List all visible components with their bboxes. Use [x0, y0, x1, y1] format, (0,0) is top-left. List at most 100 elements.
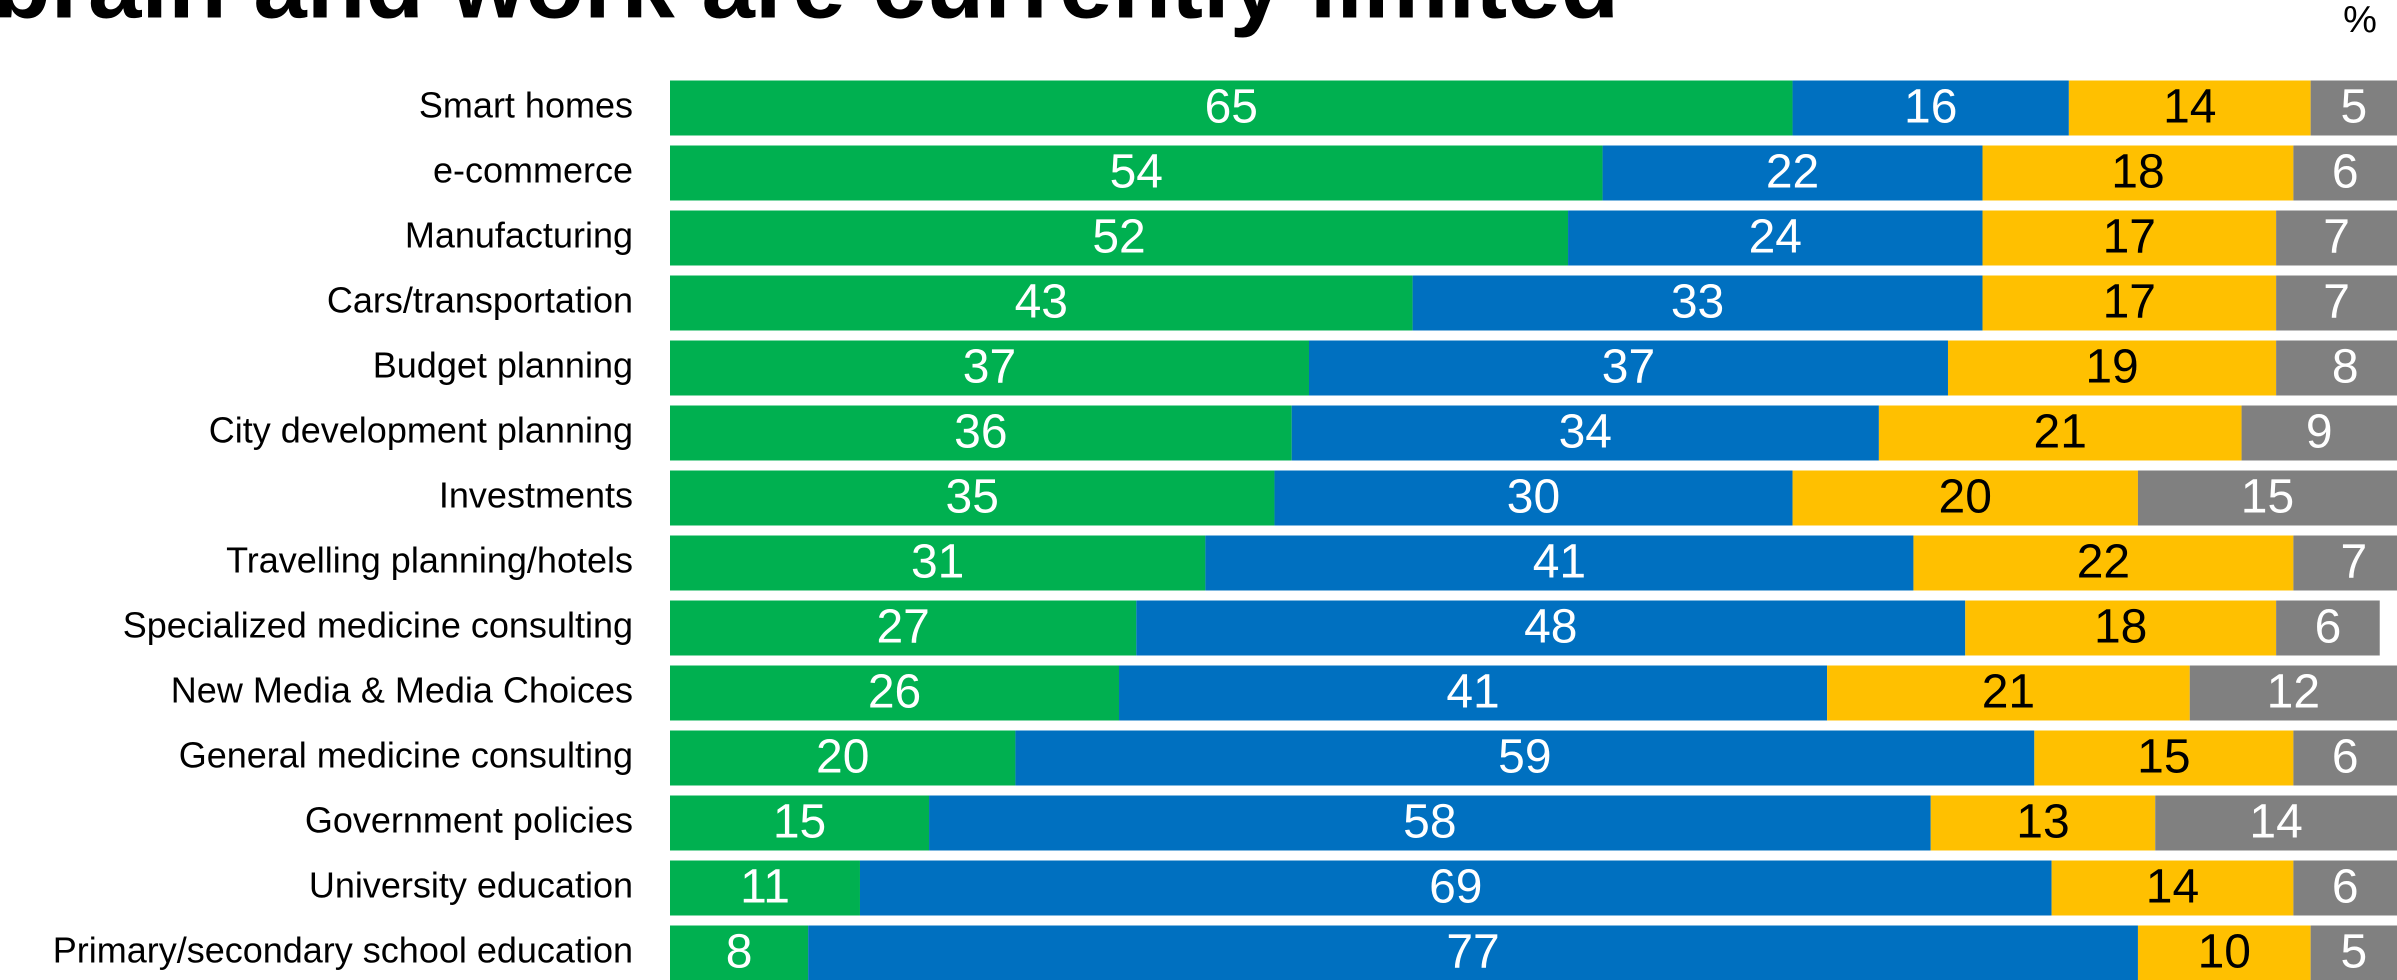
category-label: General medicine consulting: [179, 735, 633, 776]
value-label: 41: [1446, 666, 1499, 719]
value-label: 58: [1403, 796, 1456, 849]
category-label: Budget planning: [373, 345, 633, 386]
value-label: 8: [2332, 341, 2359, 394]
bar-segment: [670, 275, 1413, 331]
value-label: 6: [2332, 146, 2359, 199]
bar-segment: [1205, 535, 1914, 591]
bar-segment: [1412, 275, 1983, 331]
bar-segment: [2293, 535, 2397, 591]
value-label: 6: [2332, 861, 2359, 914]
value-label: 6: [2332, 731, 2359, 784]
bar-segment: [670, 210, 1569, 266]
value-label: 17: [2103, 276, 2156, 329]
value-label: 10: [2198, 926, 2251, 979]
bar-segment: [670, 340, 1309, 396]
value-label: 7: [2323, 276, 2350, 329]
bar-segment: [2276, 275, 2397, 331]
value-label: 77: [1446, 926, 1499, 979]
bar-segment: [2276, 210, 2397, 266]
value-label: 20: [1939, 471, 1992, 524]
value-label: 33: [1671, 276, 1724, 329]
bar-segment: [808, 925, 2138, 980]
bar-segment: [1827, 665, 2190, 721]
bar-segment: [670, 860, 860, 916]
bar-segment: [670, 535, 1206, 591]
bar-segment: [670, 470, 1275, 526]
value-label: 43: [1015, 276, 1068, 329]
bar-segment: [2276, 600, 2380, 656]
bar-segment: [859, 860, 2052, 916]
value-label: 14: [2163, 81, 2216, 134]
value-label: 27: [876, 601, 929, 654]
value-label: 69: [1429, 861, 1482, 914]
bar-segment: [670, 665, 1120, 721]
value-label: 19: [2085, 341, 2138, 394]
value-label: 37: [1602, 341, 1655, 394]
bar-segment: [1136, 600, 1966, 656]
bar-segment: [670, 405, 1292, 461]
value-label: 21: [2034, 406, 2087, 459]
value-label: 15: [773, 796, 826, 849]
bar-segment: [2137, 470, 2397, 526]
bar-segment: [2034, 730, 2294, 786]
bar-segment: [2293, 860, 2397, 916]
bar-segment: [1119, 665, 1828, 721]
bar-segment: [2155, 795, 2397, 851]
bar-segment: [929, 795, 1931, 851]
bar-segment: [670, 730, 1016, 786]
bar-segment: [1602, 145, 1983, 201]
bar-segment: [1792, 80, 2069, 136]
value-label: 24: [1749, 211, 1802, 264]
bar-segment: [1930, 795, 2156, 851]
value-label: 37: [963, 341, 1016, 394]
value-label: 18: [2094, 601, 2147, 654]
value-label: 30: [1507, 471, 1560, 524]
value-label: 9: [2306, 406, 2333, 459]
bar-segment: [1982, 210, 2277, 266]
bar-segment: [2137, 925, 2311, 980]
value-label: 31: [911, 536, 964, 589]
value-label: 8: [726, 926, 753, 979]
bar-segment: [1878, 405, 2242, 461]
unit-label: %: [2343, 0, 2377, 41]
category-label: Manufacturing: [405, 215, 633, 256]
value-label: 6: [2315, 601, 2342, 654]
value-label: 22: [1766, 146, 1819, 199]
value-label: 18: [2111, 146, 2164, 199]
value-label: 54: [1110, 146, 1163, 199]
category-label: Government policies: [305, 800, 633, 841]
value-label: 35: [946, 471, 999, 524]
category-label: University education: [309, 865, 633, 906]
bar-segment: [2276, 340, 2397, 396]
value-label: 21: [1982, 666, 2035, 719]
value-label: 48: [1524, 601, 1577, 654]
bar-segment: [1792, 470, 2138, 526]
bar-segment: [670, 145, 1603, 201]
value-label: 34: [1559, 406, 1612, 459]
value-label: 5: [2340, 926, 2367, 979]
value-label: 59: [1498, 731, 1551, 784]
bar-segment: [1308, 340, 1948, 396]
bar-segment: [1568, 210, 1983, 266]
value-label: 15: [2137, 731, 2190, 784]
bar-segment: [1965, 600, 2277, 656]
bar-segment: [2293, 730, 2397, 786]
value-label: 20: [816, 731, 869, 784]
bar-segment: [1291, 405, 1879, 461]
bar-segment: [1913, 535, 2294, 591]
category-label: Specialized medicine consulting: [123, 605, 633, 646]
category-label: New Media & Media Choices: [171, 670, 633, 711]
value-label: 7: [2323, 211, 2350, 264]
category-label: Primary/secondary school education: [53, 930, 633, 971]
bar-segment: [2310, 80, 2397, 136]
bar-segment: [1947, 340, 2277, 396]
value-label: 26: [868, 666, 921, 719]
bar-segment: [670, 795, 930, 851]
value-label: 7: [2340, 536, 2367, 589]
chart-title: brain and work are currently limited: [0, 0, 1619, 38]
value-label: 15: [2241, 471, 2294, 524]
value-label: 14: [2146, 861, 2199, 914]
value-label: 11: [740, 861, 790, 914]
bar-segment: [2241, 405, 2397, 461]
